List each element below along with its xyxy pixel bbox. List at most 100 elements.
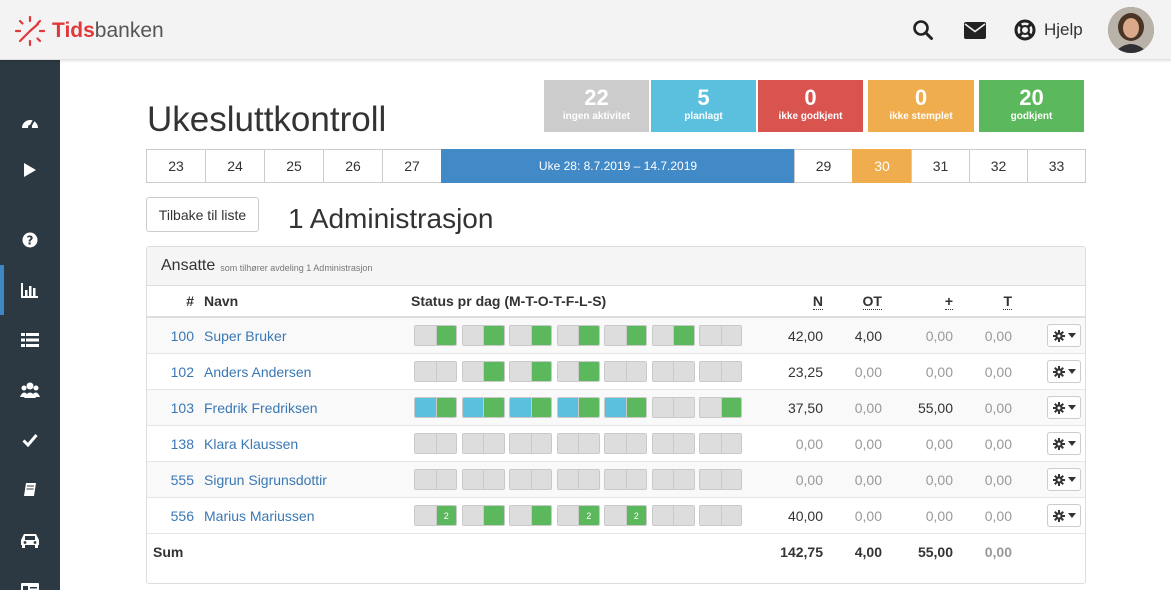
week-tab[interactable]: 25 bbox=[264, 149, 324, 183]
day-status[interactable] bbox=[509, 433, 552, 454]
employee-name-link[interactable]: Fredrik Fredriksen bbox=[204, 399, 318, 416]
sidebar-item-help[interactable]: ? bbox=[0, 215, 60, 265]
sidebar-item-users[interactable] bbox=[0, 365, 60, 415]
day-status[interactable] bbox=[604, 325, 647, 346]
sidebar-item-play[interactable] bbox=[0, 145, 60, 195]
employee-name-link[interactable]: Sigrun Sigrunsdottir bbox=[204, 471, 327, 488]
employee-number-link[interactable]: 100 bbox=[170, 327, 194, 344]
day-status[interactable] bbox=[461, 505, 505, 526]
day-status[interactable] bbox=[651, 505, 695, 526]
day-status[interactable] bbox=[651, 469, 695, 490]
day-status[interactable] bbox=[556, 433, 600, 454]
employee-name-link[interactable]: Super Bruker bbox=[204, 327, 287, 344]
hours-plus: 55,00 bbox=[917, 399, 953, 416]
day-status[interactable] bbox=[651, 325, 695, 346]
day-status[interactable] bbox=[509, 361, 552, 382]
day-status[interactable] bbox=[556, 469, 600, 490]
day-status[interactable] bbox=[461, 361, 505, 382]
lifebuoy-icon[interactable] bbox=[1014, 19, 1036, 41]
top-bar: Tidsbanken Hjelp bbox=[0, 0, 1171, 60]
logo[interactable]: Tidsbanken bbox=[14, 15, 164, 47]
week-tab[interactable]: 26 bbox=[323, 149, 383, 183]
search-icon[interactable] bbox=[912, 19, 934, 41]
week-tab[interactable]: 32 bbox=[969, 149, 1028, 183]
day-status[interactable] bbox=[556, 361, 600, 382]
day-status[interactable] bbox=[699, 361, 742, 382]
sidebar-item-approve[interactable] bbox=[0, 415, 60, 465]
day-status[interactable] bbox=[699, 469, 742, 490]
day-status[interactable] bbox=[556, 325, 600, 346]
envelope-icon[interactable] bbox=[964, 22, 986, 39]
day-status[interactable] bbox=[461, 433, 505, 454]
day-status[interactable]: 2 bbox=[414, 505, 457, 526]
row-actions-button[interactable] bbox=[1047, 360, 1081, 383]
day-status[interactable] bbox=[651, 361, 695, 382]
sidebar-item-reports[interactable] bbox=[0, 265, 60, 315]
day-status[interactable] bbox=[556, 397, 600, 418]
row-actions-button[interactable] bbox=[1047, 324, 1081, 347]
day-status[interactable] bbox=[604, 397, 647, 418]
day-half-am bbox=[605, 398, 626, 417]
day-status[interactable] bbox=[604, 433, 647, 454]
day-status[interactable] bbox=[414, 469, 457, 490]
week-tab-warning[interactable]: 30 bbox=[852, 149, 912, 183]
sidebar-item-book[interactable] bbox=[0, 465, 60, 515]
sidebar-item-list[interactable] bbox=[0, 315, 60, 365]
day-status[interactable] bbox=[414, 361, 457, 382]
day-status[interactable]: 2 bbox=[556, 505, 600, 526]
row-actions-button[interactable] bbox=[1047, 504, 1081, 527]
sidebar-item-car[interactable] bbox=[0, 515, 60, 565]
back-to-list-button[interactable]: Tilbake til liste bbox=[146, 197, 259, 232]
day-status[interactable] bbox=[651, 433, 695, 454]
week-tab-current[interactable]: Uke 28: 8.7.2019 – 14.7.2019 bbox=[441, 149, 795, 183]
sidebar-item-dashboard[interactable] bbox=[0, 97, 60, 147]
day-status[interactable] bbox=[414, 397, 457, 418]
day-status[interactable] bbox=[651, 397, 695, 418]
user-avatar[interactable] bbox=[1108, 7, 1154, 53]
stat-not-stamped[interactable]: 0 ikke stemplet bbox=[868, 80, 974, 132]
stat-no-activity[interactable]: 22 ingen aktivitet bbox=[544, 80, 649, 132]
caret-down-icon bbox=[1067, 369, 1076, 374]
table-row: 138 Klara Klaussen 0,00 0,00 0,00 0,00 bbox=[147, 426, 1085, 462]
week-tab[interactable]: 29 bbox=[794, 149, 853, 183]
day-half-am bbox=[652, 434, 673, 453]
day-status[interactable] bbox=[604, 469, 647, 490]
day-status[interactable] bbox=[509, 397, 552, 418]
employee-name-link[interactable]: Klara Klaussen bbox=[204, 435, 299, 452]
stat-not-approved[interactable]: 0 ikke godkjent bbox=[758, 80, 863, 132]
week-tab[interactable]: 31 bbox=[911, 149, 970, 183]
day-status[interactable] bbox=[699, 505, 742, 526]
day-status[interactable] bbox=[509, 469, 552, 490]
day-status[interactable] bbox=[699, 397, 742, 418]
day-status[interactable]: 2 bbox=[604, 505, 647, 526]
day-status[interactable] bbox=[461, 325, 505, 346]
day-status[interactable] bbox=[699, 433, 742, 454]
employee-number-link[interactable]: 138 bbox=[170, 435, 194, 452]
employee-name-link[interactable]: Marius Mariussen bbox=[204, 507, 315, 524]
employee-number-link[interactable]: 103 bbox=[170, 399, 194, 416]
help-link[interactable]: Hjelp bbox=[1044, 20, 1083, 39]
day-status[interactable] bbox=[461, 397, 505, 418]
row-actions-button[interactable] bbox=[1047, 432, 1081, 455]
stat-planned[interactable]: 5 planlagt bbox=[651, 80, 756, 132]
day-status[interactable] bbox=[604, 361, 647, 382]
day-status[interactable] bbox=[461, 469, 505, 490]
day-status[interactable] bbox=[699, 325, 742, 346]
day-status[interactable] bbox=[509, 325, 552, 346]
week-tab[interactable]: 24 bbox=[205, 149, 265, 183]
employee-name-link[interactable]: Anders Andersen bbox=[204, 363, 312, 380]
row-actions-button[interactable] bbox=[1047, 468, 1081, 491]
sidebar-item-id-card[interactable] bbox=[0, 565, 60, 590]
employee-number-link[interactable]: 555 bbox=[170, 471, 194, 488]
week-tab[interactable]: 27 bbox=[382, 149, 442, 183]
week-tab[interactable]: 23 bbox=[146, 149, 206, 183]
day-half-am bbox=[700, 470, 721, 489]
day-status[interactable] bbox=[414, 325, 457, 346]
row-actions-button[interactable] bbox=[1047, 396, 1081, 419]
week-tab[interactable]: 33 bbox=[1027, 149, 1086, 183]
day-status[interactable] bbox=[509, 505, 552, 526]
employee-number-link[interactable]: 102 bbox=[170, 363, 194, 380]
employee-number-link[interactable]: 556 bbox=[170, 507, 194, 524]
day-status[interactable] bbox=[414, 433, 457, 454]
stat-approved[interactable]: 20 godkjent bbox=[979, 80, 1084, 132]
